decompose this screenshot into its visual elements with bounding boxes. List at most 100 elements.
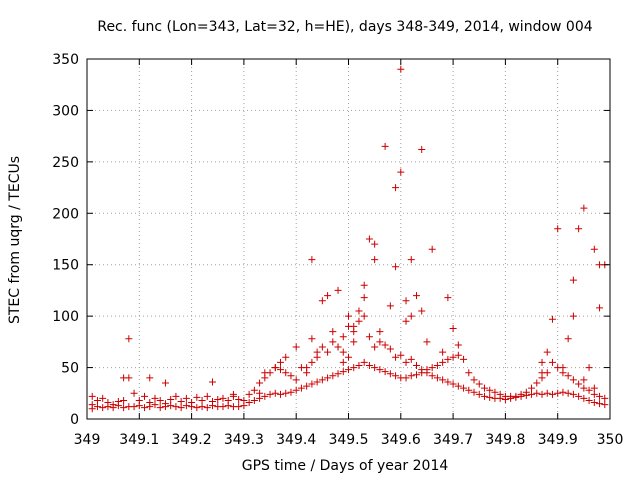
- data-point: [402, 297, 410, 305]
- data-point: [324, 374, 332, 382]
- data-point: [345, 312, 352, 320]
- data-point: [590, 399, 598, 407]
- data-point: [486, 393, 494, 401]
- data-point: [151, 401, 159, 409]
- data-point: [512, 393, 520, 401]
- data-point: [318, 376, 326, 384]
- data-point: [365, 235, 373, 243]
- data-point: [93, 403, 101, 411]
- data-point: [418, 307, 426, 315]
- data-point: [470, 376, 478, 384]
- data-point: [282, 353, 290, 361]
- data-point: [402, 317, 410, 325]
- data-point: [339, 333, 347, 341]
- data-point: [339, 358, 347, 366]
- data-point: [407, 256, 415, 264]
- data-point: [329, 372, 337, 380]
- data-point: [371, 343, 379, 351]
- data-point: [120, 404, 128, 412]
- data-point: [313, 378, 321, 386]
- data-point: [214, 395, 222, 403]
- data-point: [125, 374, 133, 382]
- data-point: [412, 371, 420, 379]
- data-point: [277, 390, 285, 398]
- data-point: [381, 142, 389, 150]
- data-point: [203, 392, 211, 400]
- data-points: [88, 65, 609, 413]
- data-point: [350, 364, 358, 372]
- data-point: [397, 168, 405, 176]
- data-point: [517, 392, 525, 400]
- data-point: [287, 388, 295, 396]
- data-point: [596, 392, 604, 400]
- data-point: [601, 401, 609, 409]
- data-point: [261, 369, 269, 377]
- data-point: [193, 404, 201, 412]
- data-point: [329, 338, 337, 346]
- data-point: [543, 389, 551, 397]
- data-point: [601, 394, 609, 402]
- data-point: [360, 294, 368, 302]
- data-point: [245, 390, 253, 398]
- data-point: [475, 390, 483, 398]
- data-point: [486, 386, 494, 394]
- data-point: [282, 369, 290, 377]
- x-tick-label: 349.9: [538, 432, 578, 448]
- data-point: [528, 384, 536, 392]
- y-tick-labels: 0 50 100 150 200 250 300 350: [52, 52, 79, 428]
- data-point: [585, 386, 593, 394]
- data-point: [580, 384, 588, 392]
- data-point: [324, 292, 332, 300]
- data-point: [135, 396, 143, 404]
- data-point: [412, 292, 420, 300]
- data-point: [407, 372, 415, 380]
- data-point: [235, 403, 243, 411]
- x-tick-label: 349.7: [433, 432, 473, 448]
- data-point: [507, 394, 515, 402]
- x-tick-label: 349.8: [485, 432, 525, 448]
- data-point: [559, 388, 567, 396]
- data-point: [392, 353, 400, 361]
- y-tick-label: 100: [52, 309, 79, 325]
- data-point: [271, 364, 279, 372]
- data-point: [386, 302, 394, 310]
- data-point: [580, 394, 588, 402]
- data-point: [460, 355, 468, 363]
- data-point: [209, 398, 217, 406]
- data-point: [423, 338, 431, 346]
- data-point: [156, 404, 164, 412]
- x-tick-label: 349.1: [119, 432, 159, 448]
- data-point: [585, 396, 593, 404]
- x-tick-labels: 349 349.1 349.2 349.3 349.4 349.5 349.6 349.7 34…: [74, 432, 624, 448]
- data-point: [167, 402, 175, 410]
- x-axis-label: GPS time / Days of year 2014: [242, 458, 449, 474]
- data-point: [533, 389, 541, 397]
- data-point: [125, 335, 133, 343]
- data-point: [235, 395, 243, 403]
- data-point: [538, 390, 546, 398]
- data-point: [245, 399, 253, 407]
- data-point: [334, 286, 342, 294]
- y-tick-label: 250: [52, 155, 79, 171]
- data-point: [580, 376, 588, 384]
- data-point: [219, 394, 227, 402]
- data-point: [308, 358, 316, 366]
- data-point: [308, 256, 316, 264]
- data-point: [402, 374, 410, 382]
- data-point: [345, 366, 352, 374]
- data-point: [402, 358, 410, 366]
- data-point: [538, 369, 546, 377]
- data-point: [229, 390, 237, 398]
- data-point: [151, 394, 159, 402]
- data-point: [324, 348, 332, 356]
- data-point: [590, 384, 598, 392]
- data-point: [177, 404, 185, 412]
- axis-ticks: [86, 58, 611, 420]
- data-point: [141, 392, 149, 400]
- data-point: [104, 399, 112, 407]
- data-point: [172, 403, 180, 411]
- data-point: [386, 370, 394, 378]
- data-point: [167, 395, 175, 403]
- data-point: [590, 245, 598, 253]
- data-point: [109, 401, 117, 409]
